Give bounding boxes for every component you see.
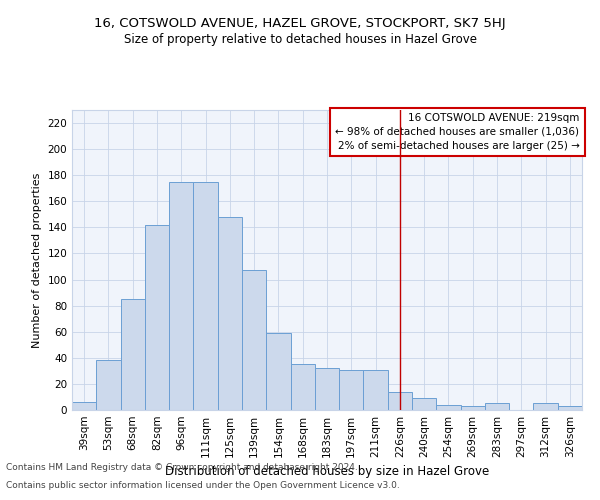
Bar (339, 370, 364, 410)
Bar (169, 182, 193, 410)
Bar (72, 402, 96, 410)
Bar (461, 406, 485, 410)
Bar (266, 333, 290, 410)
Bar (412, 398, 436, 410)
Bar (193, 182, 218, 410)
Bar (315, 368, 339, 410)
Bar (145, 225, 169, 410)
Bar (485, 404, 509, 410)
Bar (242, 270, 266, 410)
Bar (218, 217, 242, 410)
Bar (436, 405, 461, 410)
Text: Contains HM Land Registry data © Crown copyright and database right 2024.: Contains HM Land Registry data © Crown c… (6, 464, 358, 472)
X-axis label: Distribution of detached houses by size in Hazel Grove: Distribution of detached houses by size … (165, 466, 489, 478)
Y-axis label: Number of detached properties: Number of detached properties (32, 172, 42, 348)
Bar (558, 406, 582, 410)
Bar (388, 392, 412, 410)
Bar (96, 360, 121, 410)
Bar (364, 370, 388, 410)
Bar (121, 299, 145, 410)
Text: Size of property relative to detached houses in Hazel Grove: Size of property relative to detached ho… (124, 32, 476, 46)
Bar (290, 364, 315, 410)
Text: 16, COTSWOLD AVENUE, HAZEL GROVE, STOCKPORT, SK7 5HJ: 16, COTSWOLD AVENUE, HAZEL GROVE, STOCKP… (94, 18, 506, 30)
Text: Contains public sector information licensed under the Open Government Licence v3: Contains public sector information licen… (6, 481, 400, 490)
Bar (533, 404, 558, 410)
Text: 16 COTSWOLD AVENUE: 219sqm
← 98% of detached houses are smaller (1,036)
2% of se: 16 COTSWOLD AVENUE: 219sqm ← 98% of deta… (335, 113, 580, 151)
